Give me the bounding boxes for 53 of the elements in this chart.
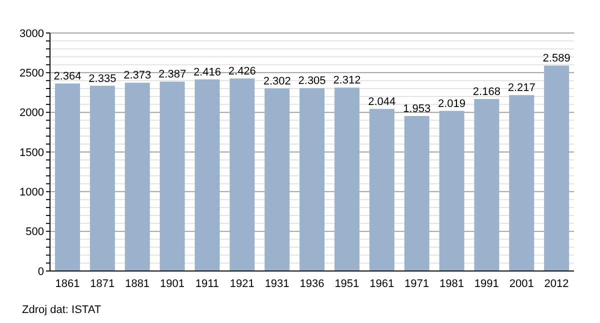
data-label: 2.217: [508, 82, 536, 94]
bar: [334, 88, 360, 271]
data-label: 2.589: [542, 52, 570, 65]
x-tick-label: 1861: [55, 278, 80, 290]
data-label: 2.312: [333, 74, 361, 87]
data-label: 2.168: [472, 86, 500, 98]
bar: [404, 116, 430, 271]
data-label: 2.426: [228, 66, 256, 78]
data-label: 1.953: [403, 103, 431, 116]
x-tick-label: 1871: [90, 278, 115, 290]
bar: [369, 108, 394, 271]
y-tick-label: 2000: [20, 107, 44, 120]
bar: [439, 110, 464, 271]
x-tick-label: 1881: [125, 278, 150, 290]
x-tick-label: 1981: [439, 278, 464, 290]
x-tick-label: 1901: [160, 278, 185, 290]
x-tick-label: 1931: [264, 278, 290, 290]
y-tick-label: 3000: [20, 28, 44, 40]
x-tick-label: 1961: [370, 278, 394, 290]
bar: [474, 99, 500, 271]
bar: [90, 86, 115, 271]
x-tick-label: 1991: [474, 278, 499, 290]
bar: [509, 95, 534, 271]
data-label: 2.044: [368, 96, 396, 108]
y-tick-label: 1500: [20, 146, 44, 159]
bar: [230, 78, 255, 271]
x-tick-label: 2001: [509, 278, 534, 290]
bar: [300, 88, 325, 271]
y-tick-label: 500: [26, 226, 44, 238]
x-tick-label: 1951: [334, 278, 360, 290]
bar: [160, 82, 185, 271]
data-label: 2.305: [298, 75, 326, 88]
x-tick-label: 1971: [404, 278, 430, 290]
data-label: 2.335: [88, 72, 116, 85]
bar: [55, 83, 80, 271]
data-label: 2.302: [263, 75, 291, 88]
bar: [544, 66, 570, 271]
bar: [194, 79, 220, 271]
text: Zdroj dat: ISTAT: [22, 304, 102, 316]
data-label: 2.019: [438, 98, 466, 110]
y-tick-label: 0: [38, 266, 44, 278]
x-tick-label: 1921: [230, 278, 254, 290]
data-label: 2.364: [54, 70, 82, 82]
y-tick-label: 2500: [20, 68, 44, 80]
x-tick-label: 2012: [544, 278, 569, 290]
data-label: 2.387: [158, 68, 186, 81]
data-label: 2.373: [124, 70, 152, 82]
bar: [124, 82, 150, 271]
data-label: 2.416: [193, 66, 221, 78]
y-tick-label: 1000: [20, 186, 44, 199]
bar: [264, 88, 290, 271]
x-tick-label: 1936: [300, 278, 324, 290]
x-tick-label: 1911: [195, 278, 220, 290]
